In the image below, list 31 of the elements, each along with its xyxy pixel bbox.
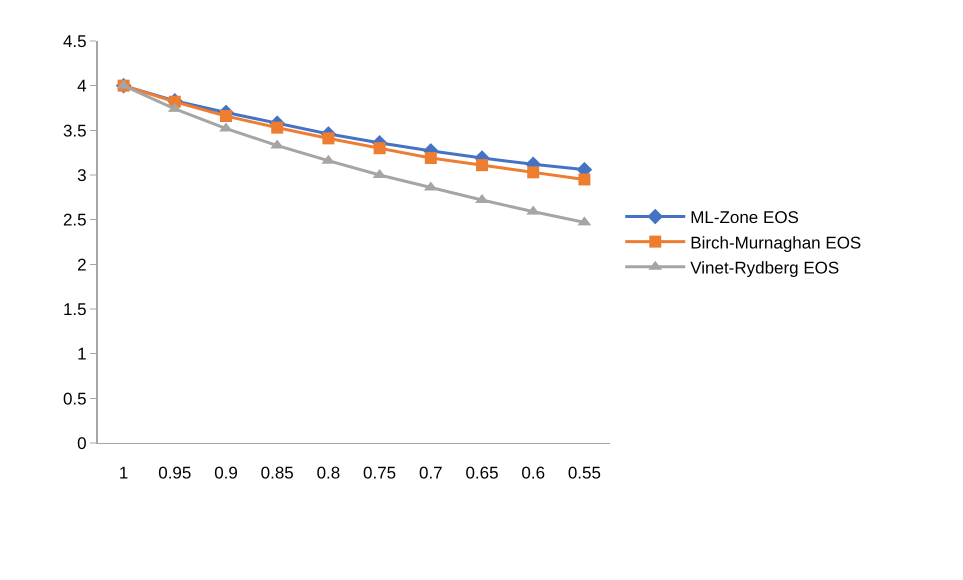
y-tick-label: 0	[77, 434, 87, 453]
x-tick-label: 1	[118, 463, 128, 482]
point	[271, 122, 284, 134]
point	[476, 159, 488, 172]
point	[220, 110, 232, 122]
point	[322, 132, 334, 144]
x-tick-label: 0.55	[568, 463, 601, 482]
y-tick-label: 4	[77, 76, 87, 96]
y-tick-label: 2.5	[62, 210, 87, 230]
point	[527, 166, 540, 178]
x-tick-label: 0.85	[260, 463, 294, 482]
y-tick-label: 0.5	[62, 389, 87, 408]
legend-label: Vinet-Rydberg EOS	[690, 258, 840, 278]
x-tick-label: 0.8	[316, 463, 340, 482]
x-tick-label: 0.75	[363, 463, 396, 482]
x-tick-label: 0.7	[418, 463, 443, 482]
y-tick-label: 3	[77, 166, 87, 185]
y-tick-label: 2	[77, 255, 87, 274]
point	[578, 173, 590, 186]
y-tick-label: 1.5	[62, 300, 87, 319]
x-tick-label: 0.65	[465, 463, 499, 482]
legend-label: Birch-Murnaghan EOS	[690, 233, 862, 252]
legend-label: ML-Zone EOS	[690, 208, 799, 228]
y-tick-label: 1	[77, 344, 87, 364]
y-tick-label: 4.5	[62, 32, 87, 51]
y-tick-label: 3.5	[62, 121, 87, 140]
x-tick-label: 0.6	[521, 463, 546, 482]
x-tick-label: 0.95	[158, 463, 192, 482]
point	[374, 142, 386, 154]
point	[424, 152, 437, 164]
x-tick-label: 0.9	[214, 463, 238, 482]
